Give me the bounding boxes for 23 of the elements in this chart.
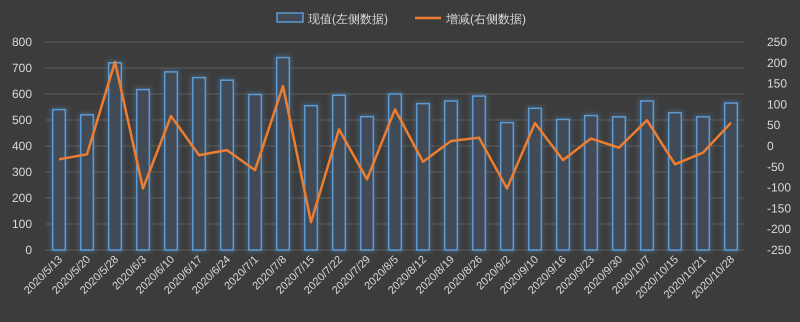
- y2-tick-label: -50: [767, 160, 785, 174]
- y-tick-label: 100: [12, 217, 32, 231]
- y2-tick-label: 250: [767, 35, 788, 49]
- y2-tick-label: -250: [767, 243, 792, 257]
- y2-tick-label: -150: [767, 201, 792, 216]
- y-tick-label: 600: [12, 87, 32, 101]
- y-tick-label: 500: [12, 113, 32, 127]
- y-tick-label: 0: [25, 243, 32, 257]
- y2-tick-label: 200: [767, 56, 788, 70]
- y2-tick-label: 0: [767, 139, 774, 153]
- y2-tick-label: 150: [767, 76, 788, 91]
- y2-tick-label: -100: [767, 180, 792, 195]
- y-tick-label: 300: [12, 165, 32, 179]
- line-series: [58, 60, 732, 224]
- legend-label: 增减(右侧数据): [445, 12, 526, 26]
- y-tick-label: 400: [12, 139, 32, 153]
- y2-tick-label: 100: [767, 97, 788, 112]
- y2-tick-label: -200: [767, 222, 792, 236]
- y-tick-label: 800: [12, 35, 32, 49]
- y2-tick-label: 50: [767, 118, 781, 132]
- y-tick-label: 200: [12, 191, 32, 205]
- y-tick-label: 700: [12, 61, 32, 75]
- legend-label: 现值(左侧数据): [308, 12, 388, 26]
